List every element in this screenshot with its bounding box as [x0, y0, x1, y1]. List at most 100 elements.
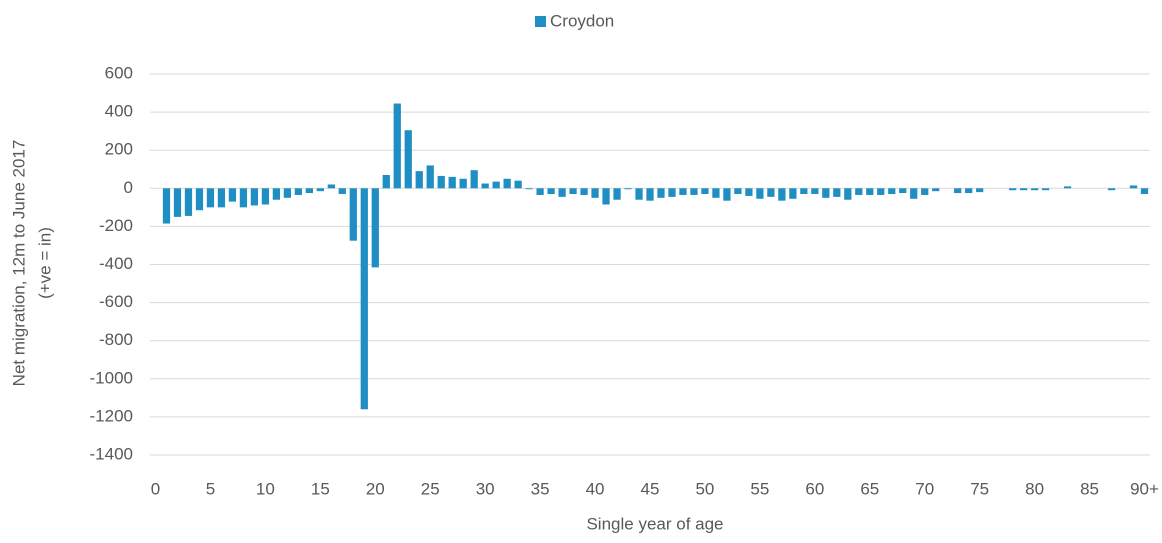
bar — [162, 188, 171, 224]
bar — [778, 188, 786, 201]
x-tick-label: 10 — [256, 479, 275, 498]
bar — [767, 188, 775, 197]
bar — [338, 188, 346, 195]
bar — [294, 188, 302, 195]
bar — [844, 188, 852, 200]
bar — [723, 188, 731, 201]
x-tick-label: 90+ — [1130, 479, 1159, 498]
y-tick-label: -400 — [99, 254, 133, 273]
bar — [1030, 188, 1039, 191]
bar — [734, 188, 742, 195]
bar — [536, 188, 544, 195]
bar — [756, 188, 764, 199]
x-tick-label: 30 — [476, 479, 495, 498]
bar — [228, 188, 237, 202]
bar — [866, 188, 874, 195]
bar — [855, 188, 863, 195]
bar — [514, 180, 522, 189]
bar — [195, 188, 204, 211]
bar — [404, 130, 412, 189]
bar — [602, 188, 610, 205]
y-axis-title: Net migration, 12m to June 2017 — [9, 140, 28, 387]
x-tick-label: 35 — [531, 479, 550, 498]
bar — [217, 188, 226, 208]
x-tick-label: 85 — [1080, 479, 1099, 498]
bar — [525, 188, 533, 190]
bar — [1129, 185, 1138, 189]
bar — [206, 188, 215, 208]
bar — [965, 188, 973, 194]
bar — [899, 188, 907, 194]
bar — [415, 171, 423, 189]
bar — [932, 188, 940, 192]
bar — [888, 188, 896, 195]
bar — [272, 188, 280, 200]
bar — [712, 188, 720, 198]
bar — [250, 188, 259, 206]
x-tick-label: 15 — [311, 479, 330, 498]
bar — [613, 188, 621, 200]
bar — [261, 188, 270, 205]
bar — [877, 188, 885, 195]
y-tick-label: 600 — [105, 63, 133, 82]
y-tick-label: 200 — [105, 140, 133, 159]
y-tick-label: -1200 — [90, 406, 133, 425]
bar — [690, 188, 698, 195]
bar — [921, 188, 929, 195]
bar — [569, 188, 577, 195]
bar — [1140, 188, 1149, 195]
bar — [459, 178, 467, 189]
x-tick-label: 70 — [915, 479, 934, 498]
bar — [437, 175, 445, 189]
y-tick-label: -1400 — [90, 444, 133, 463]
bar — [954, 188, 962, 194]
bar — [283, 188, 291, 198]
x-tick-label: 20 — [366, 479, 385, 498]
x-tick-label: 80 — [1025, 479, 1044, 498]
x-tick-label: 60 — [805, 479, 824, 498]
bar — [976, 188, 984, 193]
x-tick-label: 25 — [421, 479, 440, 498]
bar — [503, 178, 511, 189]
bar — [481, 183, 489, 189]
bar — [1009, 188, 1017, 191]
bar — [360, 188, 368, 410]
bar — [800, 188, 808, 195]
bar — [1107, 188, 1116, 191]
bar — [382, 174, 390, 189]
bar — [239, 188, 248, 208]
bar — [1041, 188, 1050, 191]
x-tick-label: 45 — [641, 479, 660, 498]
bar — [470, 170, 478, 189]
bar — [492, 181, 500, 189]
bar — [635, 188, 643, 200]
bar — [316, 188, 324, 192]
bar — [701, 188, 709, 195]
legend-label: Croydon — [550, 11, 614, 30]
bar — [811, 188, 819, 195]
bar — [910, 188, 918, 199]
x-tick-label: 55 — [750, 479, 769, 498]
bar — [558, 188, 566, 197]
bar — [822, 188, 830, 198]
bar — [646, 188, 654, 201]
bar — [1063, 186, 1072, 189]
bar — [679, 188, 687, 195]
bar — [668, 188, 676, 197]
bar — [833, 188, 841, 197]
bar — [371, 188, 379, 268]
y-tick-label: -600 — [99, 292, 133, 311]
x-tick-label: 50 — [695, 479, 714, 498]
bar — [349, 188, 357, 241]
x-tick-label: 65 — [860, 479, 879, 498]
bar — [591, 188, 599, 198]
bar — [580, 188, 588, 195]
bar — [184, 188, 193, 216]
y-tick-label: -800 — [99, 330, 133, 349]
x-tick-label: 40 — [586, 479, 605, 498]
bar — [448, 176, 456, 189]
y-tick-label: 0 — [124, 178, 133, 197]
bar — [305, 188, 313, 194]
y-tick-label: -1000 — [90, 368, 133, 387]
x-axis-title: Single year of age — [586, 514, 723, 533]
